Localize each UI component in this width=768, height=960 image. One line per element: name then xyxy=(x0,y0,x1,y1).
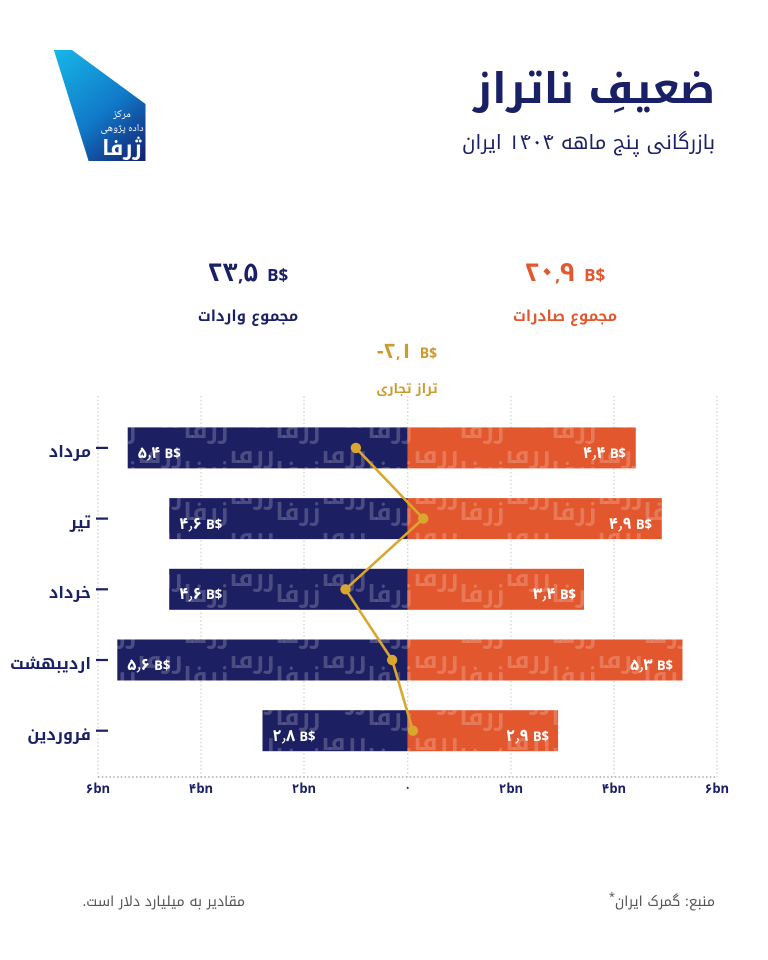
svg-text:۲bn: ۲bn xyxy=(499,775,523,803)
svg-text:۴bn: ۴bn xyxy=(189,775,213,803)
svg-text:۶bn: ۶bn xyxy=(86,775,110,803)
svg-text:۲bn: ۲bn xyxy=(292,775,316,803)
svg-text:۶bn: ۶bn xyxy=(705,775,729,803)
svg-text:۴bn: ۴bn xyxy=(602,775,626,803)
svg-text:۰: ۰ xyxy=(404,775,411,800)
